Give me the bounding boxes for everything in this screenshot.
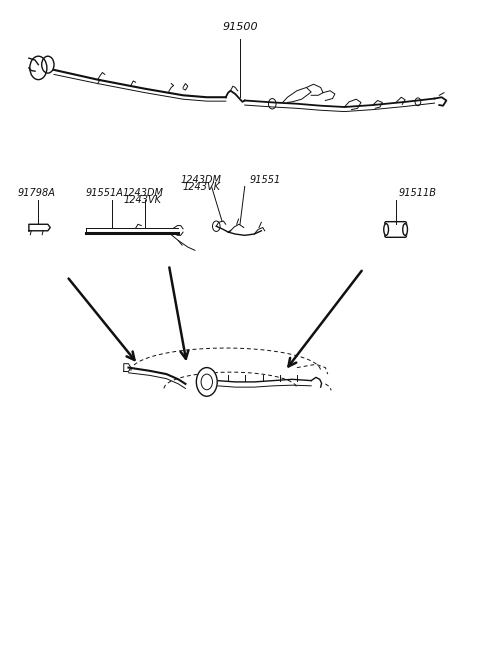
Text: 1243VK: 1243VK [182,182,220,192]
Ellipse shape [403,223,408,235]
Circle shape [196,367,217,396]
Circle shape [201,374,213,390]
Text: 1243DM: 1243DM [180,175,222,185]
Text: 1243VK: 1243VK [124,194,162,205]
Text: 91551A: 91551A [86,188,124,198]
Text: 91798A: 91798A [18,188,56,198]
Ellipse shape [384,223,388,235]
Text: 91500: 91500 [222,22,258,32]
Text: 91551: 91551 [250,175,281,185]
Text: 91511B: 91511B [399,188,437,198]
FancyBboxPatch shape [384,221,407,237]
Text: 1243DM: 1243DM [122,188,163,198]
